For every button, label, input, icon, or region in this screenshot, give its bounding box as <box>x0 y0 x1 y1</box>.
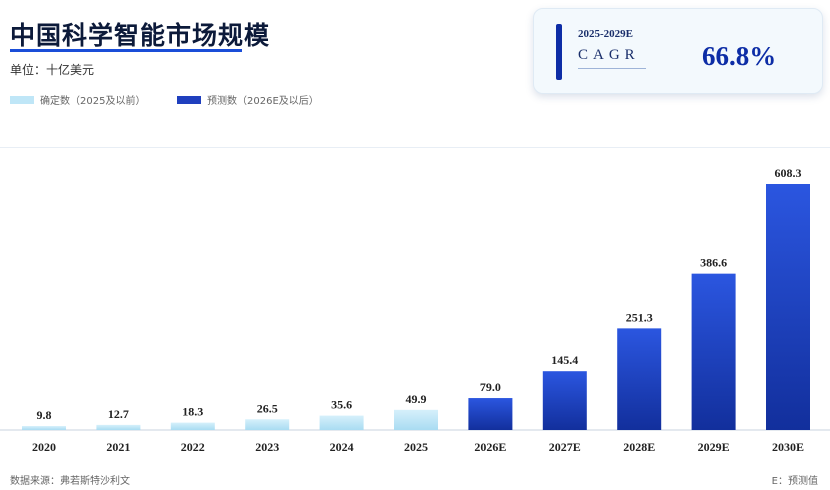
x-tick-2023: 2023 <box>255 440 279 454</box>
bar-2025 <box>394 409 438 430</box>
bar-2021 <box>96 424 141 430</box>
cagr-card: 2025-2029E CAGR 66.8% <box>533 8 823 94</box>
x-tick-2024: 2024 <box>330 440 354 454</box>
chart-title: 中国科学智能市场规模 <box>10 21 271 50</box>
legend-label-forecast: 预测数（2026E及以后） <box>207 96 319 107</box>
legend-swatch-actual <box>10 95 34 104</box>
x-tick-2027E: 2027E <box>549 440 581 454</box>
x-tick-2021: 2021 <box>106 440 130 454</box>
value-label-2023: 26.5 <box>257 401 278 415</box>
legend-item-actual: 确定数（2025及以前） <box>10 92 145 107</box>
value-label-2025: 49.9 <box>406 392 427 406</box>
x-tick-2025: 2025 <box>404 440 428 454</box>
unit-label: 单位：十亿美元 <box>10 63 95 77</box>
bar-2029E <box>691 273 736 430</box>
bar-chart: 9.8 2020 12.7 2021 18.3 2022 26.5 2023 35.6 2024 4… <box>0 166 830 454</box>
cagr-accent-bar <box>556 24 562 80</box>
value-label-2021: 12.7 <box>108 407 129 421</box>
bar-2026E <box>468 398 513 430</box>
bar-2030E <box>766 184 810 430</box>
bar-2028E <box>617 328 662 430</box>
chart-top-divider <box>0 147 830 148</box>
legend-item-forecast: 预测数（2026E及以后） <box>177 92 319 107</box>
x-tick-2028E: 2028E <box>623 440 655 454</box>
bar-2020 <box>22 426 66 430</box>
data-source: 数据来源：弗若斯特沙利文 <box>10 476 130 487</box>
x-tick-2020: 2020 <box>32 440 56 454</box>
value-label-2030E: 608.3 <box>775 166 802 180</box>
value-label-2029E: 386.6 <box>700 256 727 270</box>
x-tick-2026E: 2026E <box>474 440 506 454</box>
forecast-footnote: E：预测值 <box>771 476 818 487</box>
x-tick-2022: 2022 <box>181 440 205 454</box>
cagr-period: 2025-2029E <box>578 28 633 40</box>
value-label-2028E: 251.3 <box>626 310 653 324</box>
legend-swatch-forecast <box>177 95 201 104</box>
value-label-2024: 35.6 <box>331 398 352 412</box>
bar-2022 <box>170 422 215 430</box>
value-label-2026E: 79.0 <box>480 380 501 394</box>
cagr-label-underline <box>578 68 646 69</box>
title-underline <box>10 49 242 52</box>
x-tick-2030E: 2030E <box>772 440 804 454</box>
cagr-label: CAGR <box>578 47 640 63</box>
legend-label-actual: 确定数（2025及以前） <box>40 96 146 107</box>
value-label-2027E: 145.4 <box>551 353 578 367</box>
value-label-2020: 9.8 <box>37 408 52 422</box>
x-tick-2029E: 2029E <box>698 440 730 454</box>
bar-2024 <box>319 415 364 430</box>
bar-2027E <box>542 371 587 430</box>
bar-2023 <box>245 419 290 430</box>
value-label-2022: 18.3 <box>182 405 203 419</box>
cagr-value: 66.8% <box>702 41 777 71</box>
